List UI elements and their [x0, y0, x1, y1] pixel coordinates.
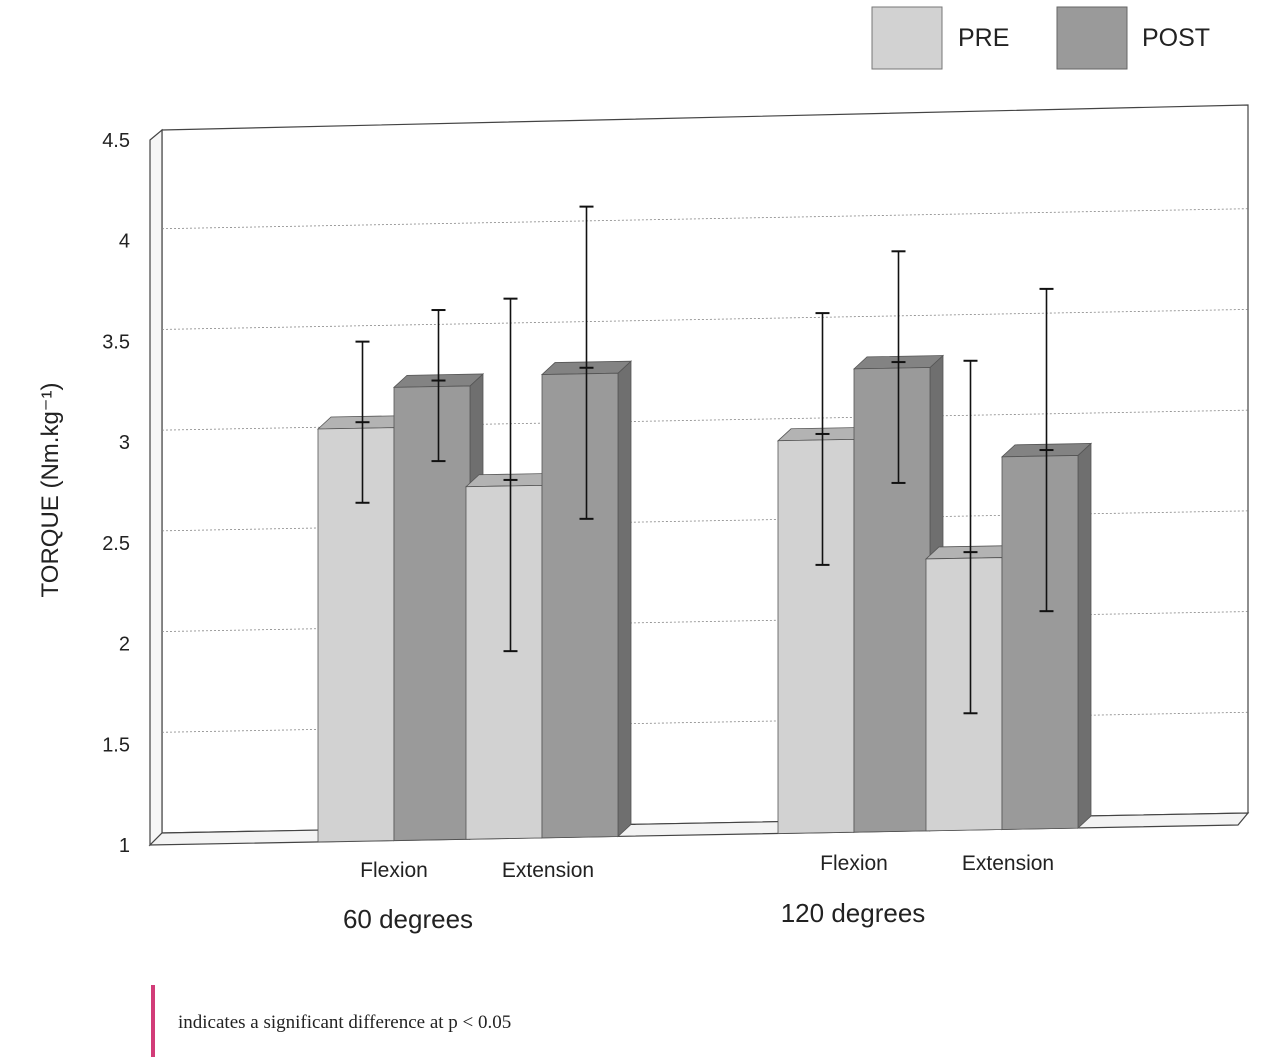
legend-swatch-post: [1056, 6, 1128, 70]
error-bar: [355, 340, 370, 504]
y-tick-label: 2: [119, 634, 130, 656]
x-axis-labels: Flexion Extension 60 degrees Flexion Extensi…: [343, 852, 1054, 934]
y-axis-label: TORQUE (Nm.kg⁻¹): [37, 383, 64, 598]
bar-front: [393, 385, 471, 841]
y-tick-label: 4.5: [102, 130, 130, 152]
y-tick-label: 1.5: [102, 734, 130, 756]
legend: PRE POST: [871, 6, 1210, 70]
x-category-label: Flexion: [360, 859, 428, 882]
error-bar: [503, 297, 518, 653]
bar-front: [465, 484, 543, 840]
significance-note-text: indicates a significant difference at p …: [178, 1012, 511, 1033]
gridline: [161, 309, 1249, 330]
legend-label-pre: PRE: [958, 24, 1009, 52]
y-tick-label: 4: [119, 231, 130, 253]
y-tick-label: 3: [119, 432, 130, 454]
left-wall: [149, 128, 163, 847]
x-group-label: 120 degrees: [781, 898, 926, 928]
error-bar: [579, 205, 594, 520]
legend-swatch-pre: [871, 6, 943, 70]
bar-front: [1001, 455, 1079, 830]
y-axis-ticks: 1 1.5 2 2.5 3 3.5 4 4.5: [102, 130, 130, 857]
bar-side: [1077, 442, 1092, 830]
bars: [316, 354, 1093, 843]
error-bar: [431, 309, 446, 463]
y-tick-label: 2.5: [102, 533, 130, 555]
bar-front: [925, 557, 1003, 832]
y-tick-label: 3.5: [102, 331, 130, 353]
bar-front: [777, 438, 855, 834]
significance-marker: [151, 985, 155, 1057]
error-bar: [963, 359, 978, 715]
gridline: [161, 208, 1249, 230]
error-bar: [1039, 287, 1054, 613]
x-category-label: Extension: [962, 852, 1054, 875]
y-tick-label: 1: [119, 835, 130, 857]
bar-side: [617, 360, 632, 838]
legend-label-post: POST: [1142, 24, 1210, 52]
x-group-label: 60 degrees: [343, 904, 473, 934]
significance-note: indicates a significant difference at p …: [151, 985, 511, 1057]
error-bar: [815, 312, 830, 566]
bar-post-60-degrees-extension: [540, 360, 633, 839]
x-category-label: Flexion: [820, 852, 888, 875]
error-bar: [891, 250, 906, 484]
bar-front: [853, 367, 931, 833]
bar-front: [317, 427, 395, 843]
error-bars: [355, 205, 1054, 715]
x-category-label: Extension: [502, 859, 594, 882]
bar-front: [541, 372, 619, 839]
